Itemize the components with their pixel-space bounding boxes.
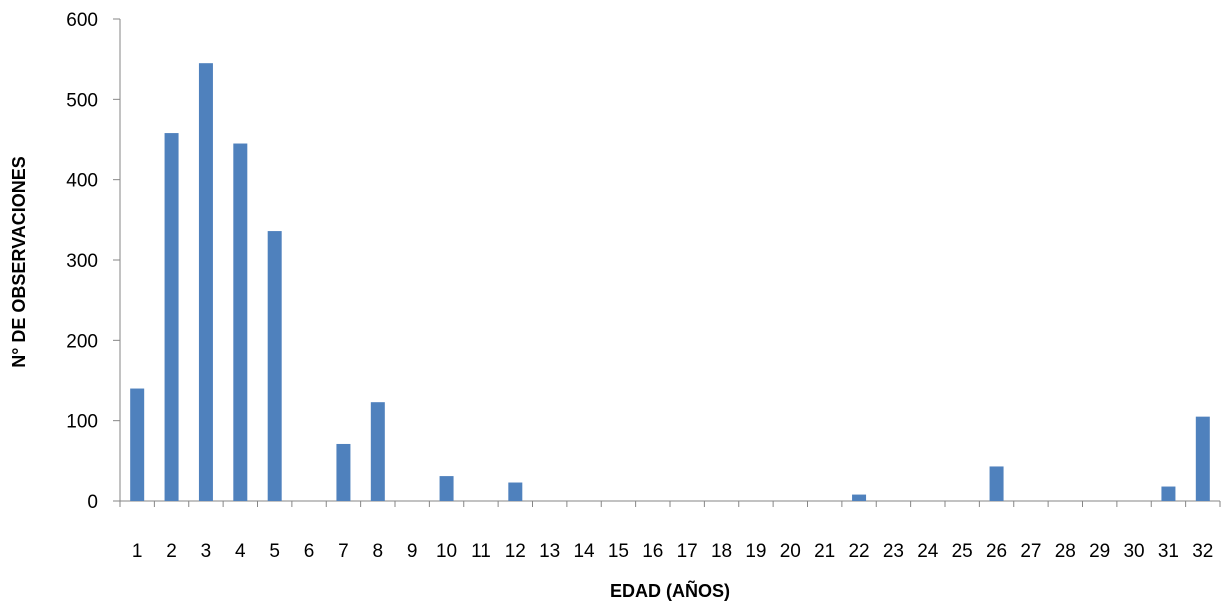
y-tick-label: 200 bbox=[66, 331, 98, 352]
bar-2 bbox=[164, 133, 179, 501]
bar-10 bbox=[439, 476, 454, 501]
y-tick-label: 400 bbox=[66, 171, 98, 192]
x-tick-label: 29 bbox=[1089, 541, 1110, 562]
x-tick-label: 12 bbox=[505, 541, 526, 562]
x-tick-label: 13 bbox=[539, 541, 560, 562]
bar-8 bbox=[370, 402, 385, 501]
x-tick-label: 10 bbox=[436, 541, 457, 562]
x-tick-label: 18 bbox=[711, 541, 732, 562]
bar-22 bbox=[852, 494, 867, 501]
x-tick-label: 22 bbox=[848, 541, 869, 562]
x-tick-label: 3 bbox=[201, 541, 212, 562]
x-tick-label: 31 bbox=[1158, 541, 1179, 562]
y-axis: 0 100 200 300 400 500 600 bbox=[66, 10, 121, 513]
x-tick-label: 23 bbox=[883, 541, 904, 562]
x-tick-label: 6 bbox=[304, 541, 315, 562]
bar-4 bbox=[233, 143, 248, 501]
x-tick-label: 7 bbox=[338, 541, 349, 562]
bar-3 bbox=[198, 63, 213, 501]
y-axis-title: N° DE OBSERVACIONES bbox=[9, 156, 29, 368]
x-tick-label: 2 bbox=[166, 541, 177, 562]
x-tick-label: 14 bbox=[573, 541, 595, 562]
y-tick-label: 100 bbox=[66, 412, 98, 433]
bar-26 bbox=[989, 466, 1004, 501]
x-tick-label: 32 bbox=[1192, 541, 1213, 562]
bar-1 bbox=[130, 388, 145, 501]
bar-12 bbox=[508, 482, 523, 501]
x-tick-label: 1 bbox=[132, 541, 143, 562]
x-tick-label: 30 bbox=[1123, 541, 1144, 562]
x-tick-label: 4 bbox=[235, 541, 246, 562]
x-tick-label: 17 bbox=[677, 541, 698, 562]
x-tick-label: 19 bbox=[745, 541, 766, 562]
y-tick-label: 600 bbox=[66, 10, 98, 31]
x-tick-label: 9 bbox=[407, 541, 418, 562]
bar-32 bbox=[1195, 416, 1210, 501]
x-tick-label: 15 bbox=[608, 541, 629, 562]
y-tick-label: 500 bbox=[66, 90, 98, 111]
x-tick-label: 8 bbox=[373, 541, 384, 562]
x-tick-label: 20 bbox=[780, 541, 801, 562]
bar-5 bbox=[267, 231, 282, 501]
x-tick-label: 28 bbox=[1055, 541, 1076, 562]
x-tick-label: 21 bbox=[814, 541, 835, 562]
y-tick-label: 0 bbox=[87, 492, 98, 513]
bar-7 bbox=[336, 443, 351, 501]
x-tick-label: 5 bbox=[269, 541, 280, 562]
x-tick-label: 25 bbox=[952, 541, 973, 562]
bar-31 bbox=[1161, 486, 1176, 501]
x-axis: 1 2 3 4 5 6 7 8 9 10 11 12 13 14 15 16 17 18 19 20 21 22 23 24 2… bbox=[119, 500, 1221, 562]
x-tick-label: 24 bbox=[917, 541, 939, 562]
x-tick-label: 26 bbox=[986, 541, 1007, 562]
x-tick-label: 16 bbox=[642, 541, 663, 562]
x-tick-label: 27 bbox=[1020, 541, 1041, 562]
x-axis-title: EDAD (AÑOS) bbox=[610, 580, 730, 601]
x-tick-label: 11 bbox=[471, 541, 491, 562]
bar-series bbox=[130, 63, 1210, 501]
y-tick-label: 300 bbox=[66, 251, 98, 272]
